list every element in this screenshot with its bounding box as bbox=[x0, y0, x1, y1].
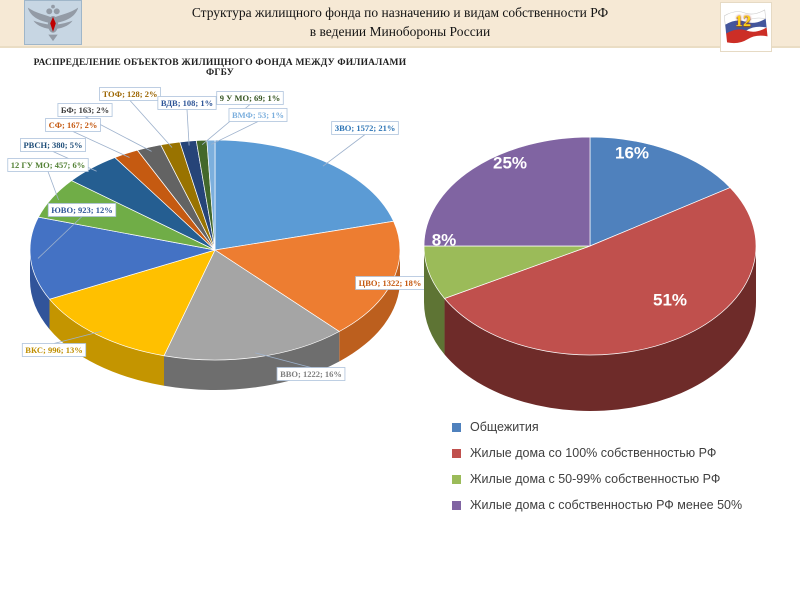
header-band: Структура жилищного фонда по назначению … bbox=[0, 0, 800, 52]
slice-callout-label: БФ; 163; 2% bbox=[61, 105, 109, 115]
slice-callout-label: ВВО; 1222; 16% bbox=[280, 369, 342, 379]
slice-percent-label: 25% bbox=[493, 154, 527, 173]
callout-box bbox=[7, 158, 89, 172]
slice-callout-label: ВМФ; 53; 1% bbox=[232, 110, 284, 120]
legend-label: Жилые дома со 100% собственностью РФ bbox=[470, 446, 717, 460]
pie-slice-side bbox=[49, 299, 165, 386]
callout-box bbox=[45, 118, 101, 132]
callout-box bbox=[47, 203, 117, 217]
legend-label: Жилые дома с 50-99% собственностью РФ bbox=[470, 472, 721, 486]
legend-swatch-icon bbox=[452, 448, 461, 458]
pie-slice bbox=[443, 187, 757, 356]
legend-item: Жилые дома с собственностью РФ менее 50% bbox=[452, 498, 742, 512]
callout-box bbox=[99, 87, 161, 101]
slide-title-line2: в ведении Минобороны России bbox=[309, 24, 491, 39]
ownership-pie-chart: 16% 51% 8% 25% bbox=[423, 136, 757, 411]
legend-swatch-icon bbox=[452, 500, 461, 510]
callout-leader-line bbox=[37, 216, 83, 259]
slice-percent-label: 51% bbox=[653, 291, 687, 310]
callout-leader-line bbox=[186, 109, 190, 146]
pie-slice-side bbox=[444, 246, 756, 411]
pie-slice bbox=[163, 249, 340, 361]
legend-swatch-icon bbox=[452, 474, 461, 484]
callout-box bbox=[57, 103, 113, 117]
red-shield bbox=[50, 16, 56, 32]
legend-item: Жилые дома с 50-99% собственностью РФ bbox=[452, 472, 742, 486]
callout-box bbox=[157, 96, 217, 110]
slice-callout-label: ЦВО; 1322; 18% bbox=[359, 278, 422, 288]
slice-callout-label: ВКС; 996; 13% bbox=[25, 345, 82, 355]
mod-eagle-emblem-icon bbox=[27, 4, 79, 42]
callout-box bbox=[21, 343, 87, 357]
flag-box bbox=[720, 2, 772, 52]
slice-callout-label: ЗВО; 1572; 21% bbox=[335, 123, 396, 133]
callout-leader-line bbox=[322, 134, 366, 167]
legend-label: Жилые дома с собственностью РФ менее 50% bbox=[470, 498, 743, 512]
pie-slice bbox=[29, 216, 216, 300]
slice-callout-label: ТОФ; 128; 2% bbox=[103, 89, 158, 99]
pie-slice bbox=[48, 249, 216, 357]
slice-percent-label: 8% bbox=[432, 231, 457, 250]
callout-box bbox=[228, 108, 288, 122]
slice-callout-label: РВСН; 380; 5% bbox=[23, 140, 82, 150]
slice-callout-label: 9 У МО; 69; 1% bbox=[220, 93, 281, 103]
callout-box bbox=[276, 367, 346, 381]
branches-pie-chart: ЗВО; 1572; 21% ЦВО; 1322; 18% ВВО; 1222; 1… bbox=[7, 87, 425, 390]
slice-percent-label: 16% bbox=[615, 144, 649, 163]
callout-leader-line bbox=[255, 352, 312, 368]
legend-item: Общежития bbox=[452, 420, 742, 434]
slice-callout-label: СФ; 167; 2% bbox=[49, 120, 98, 130]
pie-slice-side bbox=[30, 250, 50, 330]
pie-slice bbox=[206, 139, 216, 251]
callout-box bbox=[216, 91, 284, 105]
callout-box bbox=[20, 138, 86, 152]
slide-title-line1: Структура жилищного фонда по назначению … bbox=[191, 5, 609, 20]
pie-slice bbox=[423, 136, 591, 247]
slice-callout-label: ВДВ; 108; 1% bbox=[161, 98, 213, 108]
legend-item: Жилые дома со 100% собственностью РФ bbox=[452, 446, 742, 460]
left-chart-title: РАСПРЕДЕЛЕНИЕ ОБЪЕКТОВ ЖИЛИЩНОГО ФОНДА М… bbox=[33, 58, 407, 78]
pie-slice bbox=[589, 136, 731, 247]
slice-callout-label: 12 ГУ МО; 457; 6% bbox=[11, 160, 85, 170]
callout-leader-line bbox=[129, 100, 173, 148]
pie-slice-side bbox=[339, 250, 400, 362]
legend-label: Общежития bbox=[470, 420, 539, 434]
callout-leader-line bbox=[72, 131, 130, 158]
callout-box bbox=[331, 121, 399, 135]
ownership-legend: Общежития Жилые дома со 100% собственност… bbox=[452, 420, 742, 524]
callout-leader-line bbox=[47, 171, 59, 201]
legend-swatch-icon bbox=[452, 422, 461, 432]
callout-leader-line bbox=[53, 330, 102, 344]
slice-callout-label: ЮВО; 923; 12% bbox=[51, 205, 113, 215]
russian-flag-icon bbox=[723, 9, 768, 44]
callout-leader-line bbox=[210, 121, 259, 145]
slide-number: 12 bbox=[735, 13, 751, 30]
emblem-box bbox=[24, 0, 82, 45]
slide-title: Структура жилищного фонда по назначению … bbox=[120, 3, 680, 41]
